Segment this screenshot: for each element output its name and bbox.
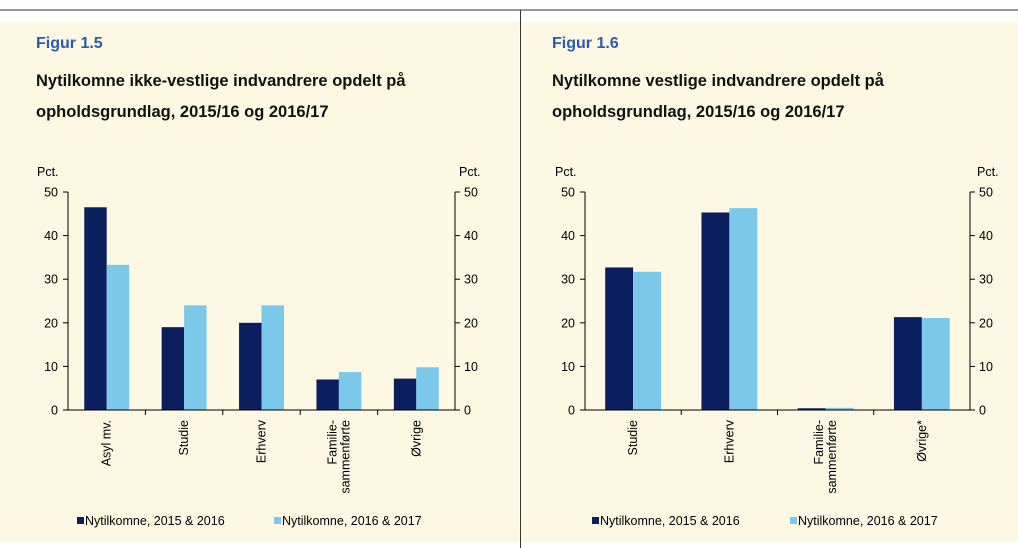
y2-tick-label: 50: [979, 186, 993, 200]
y-tick-label: 30: [561, 273, 575, 287]
bar: [184, 305, 207, 410]
y-tick-label: 40: [561, 229, 575, 243]
x-tick-label: Øvrige*: [915, 420, 929, 462]
panel: [522, 22, 1018, 542]
bar: [825, 407, 854, 410]
y2-axis-label: Pct.: [459, 165, 481, 179]
bar: [106, 264, 130, 410]
y2-tick-label: 0: [979, 404, 986, 418]
legend-label: Nytilkomne, 2015 & 2016: [600, 514, 740, 528]
y2-tick-label: 10: [979, 360, 993, 374]
y-tick-label: 50: [44, 186, 58, 200]
y2-tick-label: 50: [464, 186, 478, 200]
x-tick-label: Asyl mv.: [100, 420, 114, 466]
x-tick-label: Familie-sammenførte: [812, 420, 839, 494]
bar: [316, 379, 339, 410]
bar: [921, 318, 950, 410]
y2-tick-label: 20: [464, 316, 478, 330]
y-tick-label: 50: [561, 186, 575, 200]
legend-swatch: [274, 517, 281, 524]
y2-tick-label: 0: [464, 404, 471, 418]
bar: [797, 408, 826, 410]
figure-label: Figur 1.5: [36, 35, 103, 52]
y2-tick-label: 20: [979, 316, 993, 330]
bar: [84, 207, 107, 410]
y2-axis-label: Pct.: [977, 165, 999, 179]
y-tick-label: 40: [44, 229, 58, 243]
legend-swatch: [790, 517, 797, 524]
y-tick-label: 20: [561, 316, 575, 330]
y-tick-label: 10: [44, 360, 58, 374]
y-axis-label: Pct.: [555, 165, 577, 179]
x-tick-label: Erhverv: [255, 419, 269, 463]
legend-label: Nytilkomne, 2015 & 2016: [85, 514, 225, 528]
y2-tick-label: 30: [979, 273, 993, 287]
x-tick-label: Studie: [177, 420, 191, 455]
bar: [893, 317, 922, 410]
y-axis-label: Pct.: [37, 165, 59, 179]
bar: [729, 208, 758, 410]
x-tick-label: Øvrige: [409, 420, 423, 457]
bar: [239, 322, 262, 410]
y2-tick-label: 40: [464, 229, 478, 243]
bar: [161, 327, 185, 410]
y-tick-label: 0: [568, 404, 575, 418]
y-tick-label: 0: [51, 404, 58, 418]
y2-tick-label: 10: [464, 360, 478, 374]
y-tick-label: 30: [44, 273, 58, 287]
figure-label: Figur 1.6: [552, 35, 619, 52]
y-tick-label: 20: [44, 316, 58, 330]
x-tick-label: Familie-sammenførte: [325, 420, 352, 494]
legend-label: Nytilkomne, 2016 & 2017: [798, 514, 938, 528]
x-tick-label: Erhverv: [722, 419, 736, 463]
legend-swatch: [592, 517, 599, 524]
bar: [633, 271, 662, 410]
bar: [393, 378, 417, 410]
bar: [416, 367, 439, 410]
y2-tick-label: 30: [464, 273, 478, 287]
x-tick-label: Studie: [626, 420, 640, 455]
bar: [261, 305, 284, 410]
bar: [701, 212, 730, 410]
bar: [338, 372, 362, 410]
chart-title: Nytilkomne ikke-vestlige indvandrere opd…: [36, 72, 406, 121]
legend-label: Nytilkomne, 2016 & 2017: [282, 514, 422, 528]
bar: [605, 267, 634, 410]
chart-title: Nytilkomne vestlige indvandrere opdelt p…: [552, 72, 884, 121]
y2-tick-label: 40: [979, 229, 993, 243]
y-tick-label: 10: [561, 360, 575, 374]
legend-swatch: [77, 517, 84, 524]
